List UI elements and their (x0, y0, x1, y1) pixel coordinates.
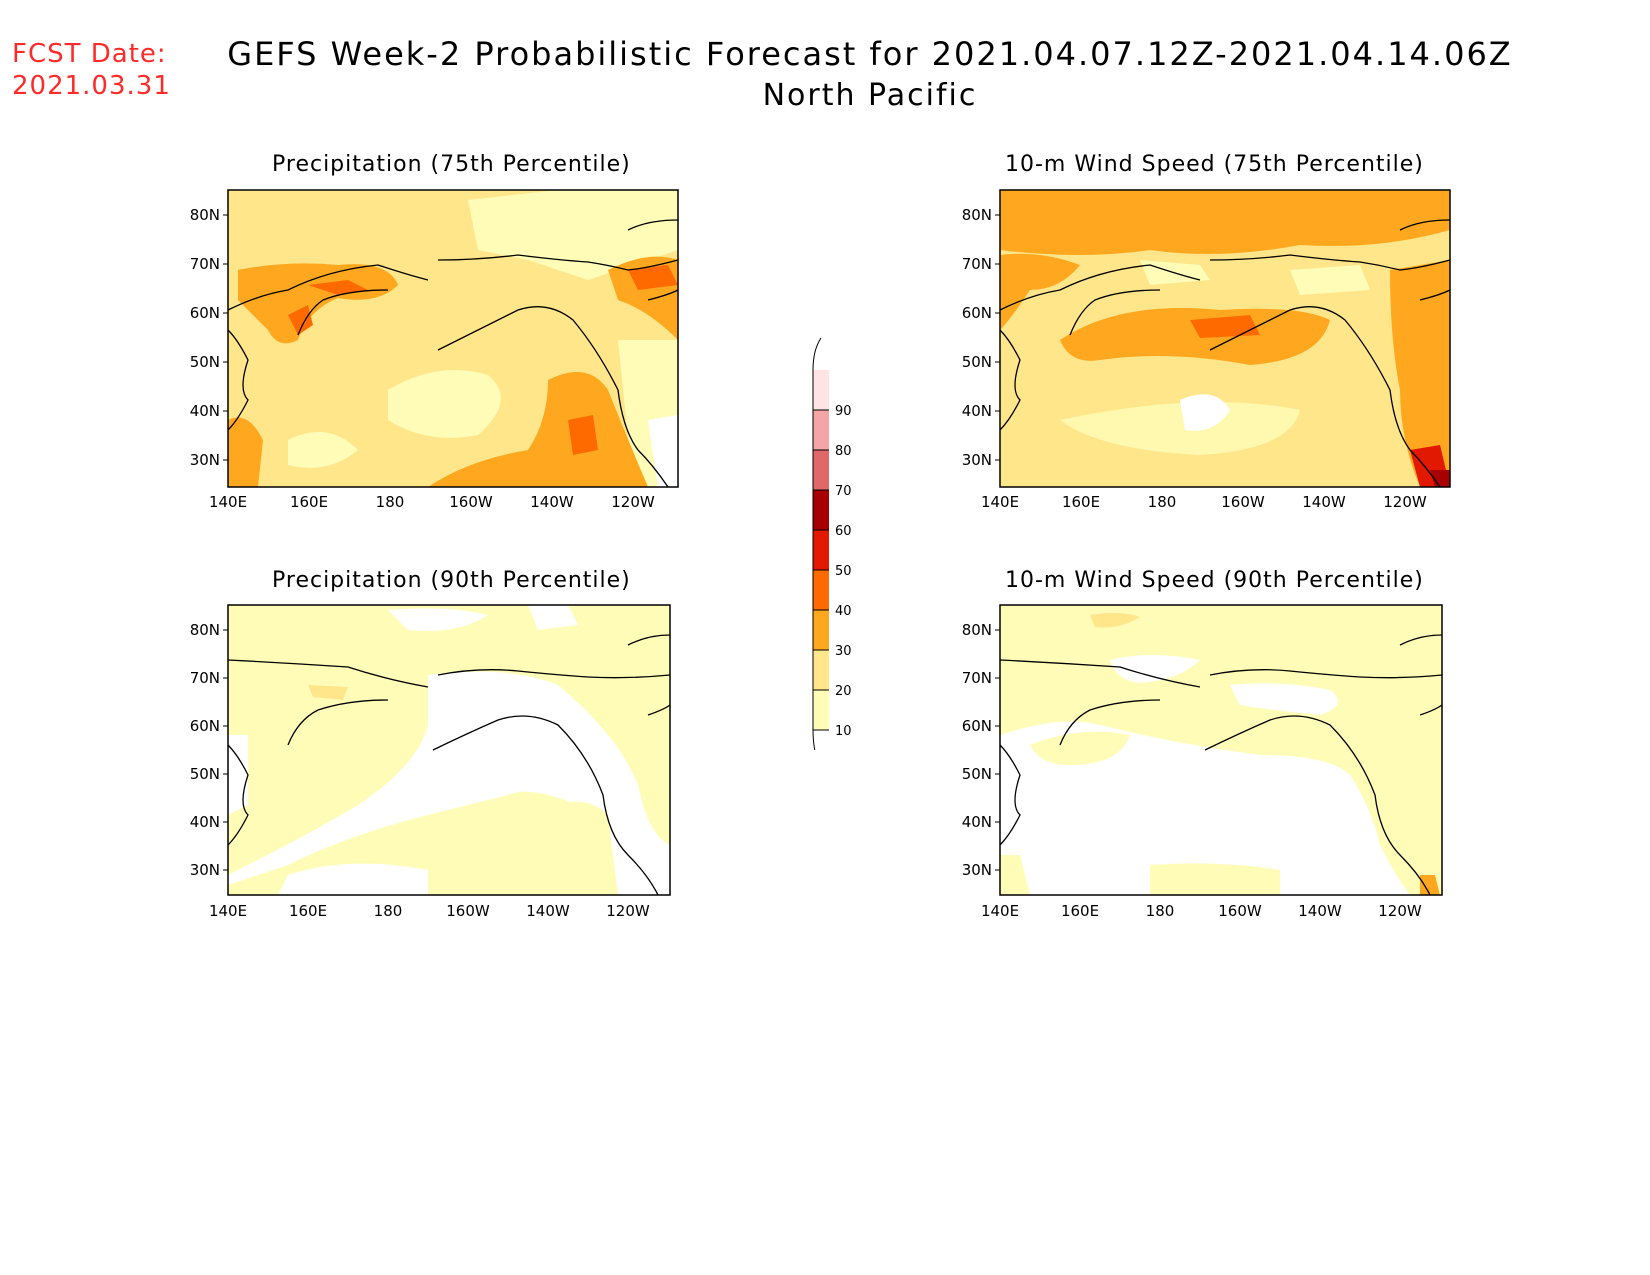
colorbar-swatch (813, 690, 829, 730)
colorbar-label: 70 (835, 484, 852, 499)
lat-label: 80N (190, 206, 220, 224)
lat-label: 60N (962, 717, 992, 735)
lon-label: 120W (1383, 493, 1427, 511)
lat-label: 50N (962, 765, 992, 783)
colorbar-label: 50 (835, 564, 852, 579)
colorbar: 10 20 30 40 50 60 70 80 90 (812, 337, 852, 750)
lon-label: 160W (446, 902, 490, 920)
colorbar-swatch (813, 650, 829, 690)
lat-label: 80N (962, 206, 992, 224)
lat-label: 60N (190, 304, 220, 322)
lat-label: 30N (190, 861, 220, 879)
lat-label: 60N (962, 304, 992, 322)
lon-label: 160E (1062, 493, 1100, 511)
panel-title: Precipitation (75th Percentile) (272, 152, 631, 177)
lon-label: 160W (1218, 902, 1262, 920)
colorbar-label: 20 (835, 684, 852, 699)
lon-label: 180 (1146, 902, 1175, 920)
colorbar-swatch (813, 410, 829, 450)
panel-title: Precipitation (90th Percentile) (272, 568, 631, 593)
lon-label: 160E (1061, 902, 1099, 920)
map-wind-75: 80N 70N 60N 50N 40N 30N 140E 160E 180 16… (962, 189, 1451, 511)
lon-label: 140E (209, 493, 247, 511)
lon-label: 140E (209, 902, 247, 920)
lon-label: 180 (376, 493, 405, 511)
lon-label: 140E (981, 902, 1019, 920)
lat-axis: 80N 70N 60N 50N 40N 30N (190, 206, 228, 469)
lat-label: 40N (962, 402, 992, 420)
lon-label: 160E (289, 902, 327, 920)
lon-label: 180 (1148, 493, 1177, 511)
colorbar-swatch (813, 570, 829, 610)
lat-label: 50N (190, 353, 220, 371)
lat-label: 80N (962, 621, 992, 639)
lat-label: 40N (190, 402, 220, 420)
fcst-date-label: FCST Date: (12, 39, 167, 69)
lat-label: 30N (962, 451, 992, 469)
map-wind-90: 80N 70N 60N 50N 40N 30N 140E 160E 180 16… (962, 604, 1443, 920)
colorbar-swatch (813, 530, 829, 570)
lat-label: 30N (962, 861, 992, 879)
colorbar-swatch (813, 370, 829, 410)
colorbar-label: 40 (835, 604, 852, 619)
lon-label: 140W (530, 493, 574, 511)
lon-label: 160W (449, 493, 493, 511)
lat-label: 30N (190, 451, 220, 469)
lat-axis: 80N 70N 60N 50N 40N 30N (962, 621, 1000, 879)
colorbar-swatch (813, 450, 829, 490)
colorbar-label: 30 (835, 644, 852, 659)
lon-axis: 140E 160E 180 160W 140W 120W (981, 493, 1427, 511)
lon-label: 140W (1302, 493, 1346, 511)
forecast-date-block: FCST Date: 2021.03.31 (12, 38, 171, 102)
panel-title: 10-m Wind Speed (75th Percentile) (1005, 152, 1424, 177)
lon-label: 160E (290, 493, 328, 511)
lat-label: 70N (962, 669, 992, 687)
lat-label: 40N (962, 813, 992, 831)
lon-label: 180 (374, 902, 403, 920)
map-precip-90: 80N 70N 60N 50N 40N 30N 140E 160E 180 16… (190, 604, 671, 920)
lat-label: 50N (190, 765, 220, 783)
page-subtitle: North Pacific (762, 78, 978, 113)
fcst-date-value: 2021.03.31 (12, 71, 171, 101)
lat-label: 40N (190, 813, 220, 831)
lat-axis: 80N 70N 60N 50N 40N 30N (962, 206, 1000, 469)
lon-label: 120W (611, 493, 655, 511)
lon-axis: 140E 160E 180 160W 140W 120W (209, 493, 655, 511)
lat-label: 50N (962, 353, 992, 371)
colorbar-swatch (813, 490, 829, 530)
colorbar-label: 60 (835, 524, 852, 539)
map-precip-75: 80N 70N 60N 50N 40N 30N 140E 160E 180 16… (190, 189, 679, 511)
lat-label: 70N (962, 255, 992, 273)
lon-label: 140E (981, 493, 1019, 511)
colorbar-label: 90 (835, 404, 852, 419)
colorbar-label: 80 (835, 444, 852, 459)
colorbar-swatch (813, 610, 829, 650)
lon-axis: 140E 160E 180 160W 140W 120W (981, 902, 1422, 920)
lat-label: 60N (190, 717, 220, 735)
page-title: GEFS Week-2 Probabilistic Forecast for 2… (227, 35, 1513, 73)
lon-label: 140W (526, 902, 570, 920)
lon-axis: 140E 160E 180 160W 140W 120W (209, 902, 650, 920)
colorbar-label: 10 (835, 724, 852, 739)
lon-label: 120W (1378, 902, 1422, 920)
lat-axis: 80N 70N 60N 50N 40N 30N (190, 621, 228, 879)
panel-title: 10-m Wind Speed (90th Percentile) (1005, 568, 1424, 593)
lon-label: 140W (1298, 902, 1342, 920)
lat-label: 80N (190, 621, 220, 639)
lat-label: 70N (190, 255, 220, 273)
lat-label: 70N (190, 669, 220, 687)
lon-label: 160W (1221, 493, 1265, 511)
lon-label: 120W (606, 902, 650, 920)
